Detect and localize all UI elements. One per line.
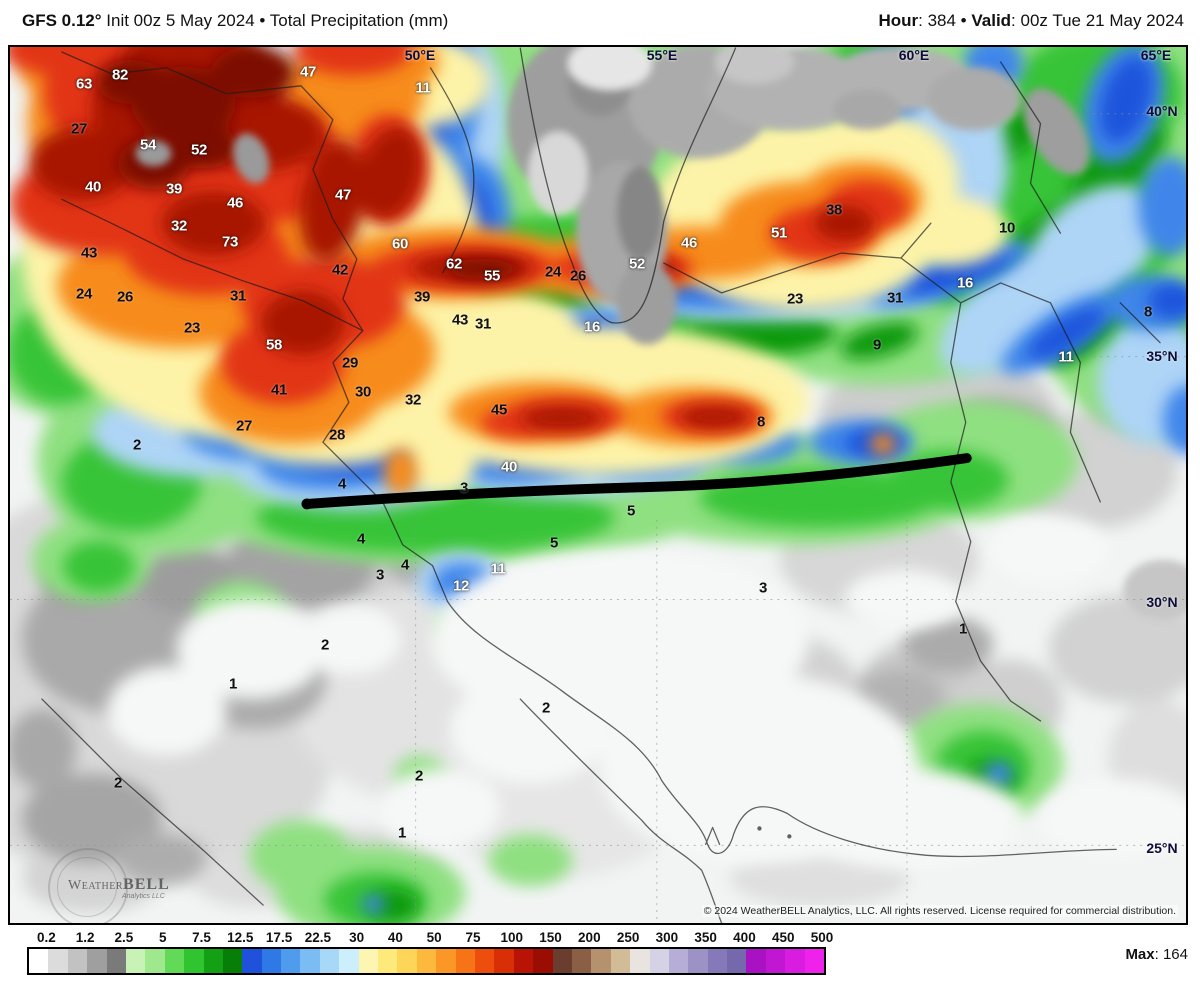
legend-color-cell [727, 949, 747, 973]
logo-subtext: Analytics LLC [122, 893, 165, 900]
legend-color-cell [688, 949, 708, 973]
legend-tick: 100 [500, 930, 524, 945]
legend-tick: 50 [426, 930, 442, 945]
legend-color-cell [397, 949, 417, 973]
legend-color-cell [281, 949, 301, 973]
legend-color-cell [436, 949, 456, 973]
hour-label: Hour [878, 11, 919, 30]
precipitation-map: 63 82 47 27 54 52 40 39 46 47 32 73 43 42 24 26 31 23 11 60… [8, 45, 1188, 925]
legend-tick: 75 [465, 930, 481, 945]
copyright-notice: © 2024 WeatherBELL Analytics, LLC. All r… [701, 905, 1178, 917]
caspian-sea-shape [135, 47, 1186, 620]
legend-color-cell [668, 949, 689, 973]
legend-color-cell [29, 949, 49, 973]
legend-tick: 300 [655, 930, 679, 945]
precip-maroon-layer [96, 47, 519, 279]
legend-color-cell [184, 949, 204, 973]
legend-tick-labels: 0.2 1.2 2.5 5 7.5 12.5 17.5 22.5 30 40 50 75 100 150 2… [27, 930, 833, 945]
logo-swirl-icon [48, 848, 128, 923]
legend-tick: 30 [349, 930, 365, 945]
legend-color-cell [552, 949, 572, 973]
precip-map-svg [10, 47, 1186, 923]
legend-color-cell [610, 949, 631, 973]
weatherbell-logo: WeatherBELL Analytics LLC [30, 840, 190, 923]
legend-color-cell [513, 949, 534, 973]
legend-color-cell [649, 949, 669, 973]
legend-color-cell [533, 949, 553, 973]
legend-tick: 12.5 [227, 930, 254, 945]
legend-color-cell [474, 949, 495, 973]
legend-tick: 1.2 [75, 930, 95, 945]
legend-color-cell [746, 949, 766, 973]
legend-tick: 7.5 [192, 930, 211, 945]
valid-label: Valid [971, 11, 1012, 30]
legend-color-cell [87, 949, 107, 973]
legend-color-cell [455, 949, 475, 973]
legend-color-cell [378, 949, 398, 973]
legend-tick: 450 [771, 930, 795, 945]
legend-color-cell [145, 949, 165, 973]
legend-tick: 200 [578, 930, 601, 945]
legend-color-cell [261, 949, 282, 973]
legend-tick: 22.5 [304, 930, 331, 945]
legend-color-cell [765, 949, 786, 973]
legend-tick: 2.5 [114, 930, 134, 945]
legend-tick: 350 [694, 930, 717, 945]
max-value-label: Max: 164 [1125, 946, 1188, 963]
legend-color-cell [707, 949, 728, 973]
legend-color-cell [785, 949, 805, 973]
country-borders [41, 47, 1161, 923]
legend-color-cell [67, 949, 88, 973]
legend-color-cell [300, 949, 320, 973]
max-value: : 164 [1154, 946, 1188, 963]
legend-color-cell [48, 949, 68, 973]
valid-value: : 00z Tue 21 May 2024 [1011, 11, 1184, 30]
legend-tick: 150 [539, 930, 562, 945]
legend-color-cell [125, 949, 146, 973]
logo-text-weather: Weather [68, 878, 124, 893]
legend-color-cell [571, 949, 592, 973]
legend-color-cell [416, 949, 437, 973]
legend-color-cell [242, 949, 262, 973]
legend-color-cell [358, 949, 379, 973]
legend-color-cell [164, 949, 185, 973]
legend-color-cell [222, 949, 243, 973]
legend-bar: 0.2 1.2 2.5 5 7.5 12.5 17.5 22.5 30 40 50 75 100 150 2… [0, 926, 1200, 984]
grid-lines [10, 113, 1186, 923]
legend-color-cell [804, 949, 825, 973]
valid-time-info: Hour: 384 • Valid: 00z Tue 21 May 2024 [878, 11, 1184, 31]
legend-tick: 17.5 [265, 930, 293, 945]
logo-swirl-icon [57, 857, 117, 917]
legend-tick: 500 [810, 930, 834, 945]
legend-color-cell [591, 949, 611, 973]
dry-zones-layer [106, 514, 1186, 869]
hour-value: : 384 • [918, 11, 972, 30]
legend-tick: 0.2 [36, 930, 56, 945]
header-bar: GFS 0.12° Init 00z 5 May 2024 • Total Pr… [0, 0, 1200, 45]
legend-color-cell [630, 949, 650, 973]
legend-color-cell [494, 949, 514, 973]
annotation-line [301, 453, 972, 510]
logo-text: WeatherBELL [68, 876, 170, 894]
legend-color-cell [203, 949, 223, 973]
model-name: GFS 0.12° [22, 11, 102, 30]
legend-tick: 40 [387, 930, 403, 945]
legend-color-cell [106, 949, 126, 973]
legend-tick: 250 [616, 930, 640, 945]
legend-color-cell [339, 949, 359, 973]
max-label: Max [1125, 946, 1155, 963]
legend-tick: 400 [733, 930, 756, 945]
logo-text-bell: BELL [123, 876, 170, 893]
legend-color-cell [319, 949, 340, 973]
init-time: Init 00z 5 May 2024 • Total Precipitatio… [101, 11, 449, 30]
legend-tick: 5 [158, 930, 167, 945]
map-title: GFS 0.12° Init 00z 5 May 2024 • Total Pr… [22, 11, 448, 31]
legend-colorbar [27, 947, 826, 975]
